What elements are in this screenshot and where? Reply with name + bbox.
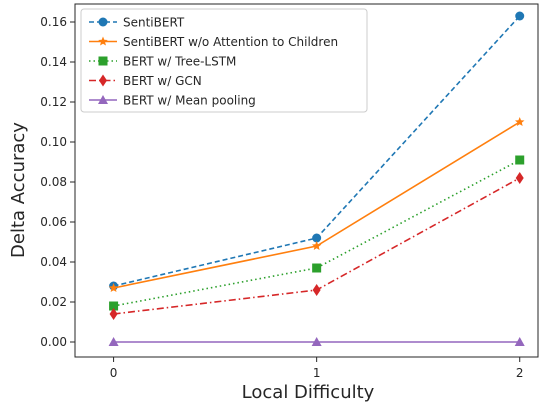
legend-swatch-marker	[98, 36, 108, 46]
y-tick-label: 0.14	[40, 55, 67, 69]
series-line	[113, 159, 521, 307]
data-point	[515, 155, 525, 165]
plot-frame	[74, 3, 539, 358]
data-point	[109, 301, 119, 311]
data-point	[312, 233, 322, 243]
legend-swatch-marker	[99, 74, 107, 87]
legend-swatch-marker	[98, 95, 108, 104]
y-tick-label: 0.10	[40, 135, 67, 149]
y-tick-label: 0.04	[40, 255, 67, 269]
data-point	[515, 11, 525, 21]
y-tick-label: 0.08	[40, 175, 67, 189]
legend-entry: BERT w/ Tree-LSTM	[123, 55, 236, 69]
x-tick-label: 0	[110, 366, 118, 380]
legend-entry: BERT w/ Mean pooling	[123, 94, 256, 108]
series-group	[108, 117, 525, 293]
data-point	[311, 241, 322, 251]
y-tick-label: 0.16	[40, 15, 67, 29]
series-group	[109, 172, 524, 320]
legend-entry: SentiBERT w/o Attention to Children	[123, 35, 338, 49]
y-tick-label: 0.06	[40, 215, 67, 229]
series-group	[108, 337, 525, 346]
y-tick-label: 0.00	[40, 335, 67, 349]
data-point	[108, 337, 119, 346]
x-axis-label: Local Difficulty	[242, 382, 375, 403]
y-axis-label: Delta Accuracy	[8, 122, 29, 258]
legend-entry: SentiBERT	[123, 16, 185, 30]
legend-box	[80, 8, 368, 113]
data-point	[312, 284, 321, 296]
chart-axes: 0.00 0.02 0.04 0.06 0.08 0.10 0.12 0.14 0.16 0 1 2	[40, 3, 539, 380]
series-line	[113, 121, 521, 289]
legend-entry: BERT w/ GCN	[123, 74, 202, 88]
y-tick-label: 0.12	[40, 95, 67, 109]
data-point	[109, 308, 118, 320]
data-point	[108, 283, 119, 293]
data-point	[312, 263, 322, 273]
x-tick-label: 2	[516, 366, 524, 380]
data-point	[514, 337, 525, 346]
data-point	[514, 117, 525, 127]
x-tick-label: 1	[313, 366, 321, 380]
legend-swatch-marker	[98, 17, 108, 27]
data-point	[515, 172, 524, 184]
data-point	[311, 337, 322, 346]
legend-swatch-marker	[98, 56, 108, 66]
chart-marks	[108, 11, 525, 346]
series-group	[109, 155, 525, 311]
y-tick-label: 0.02	[40, 295, 67, 309]
legend: SentiBERT SentiBERT w/o Attention to Chil…	[80, 8, 368, 113]
